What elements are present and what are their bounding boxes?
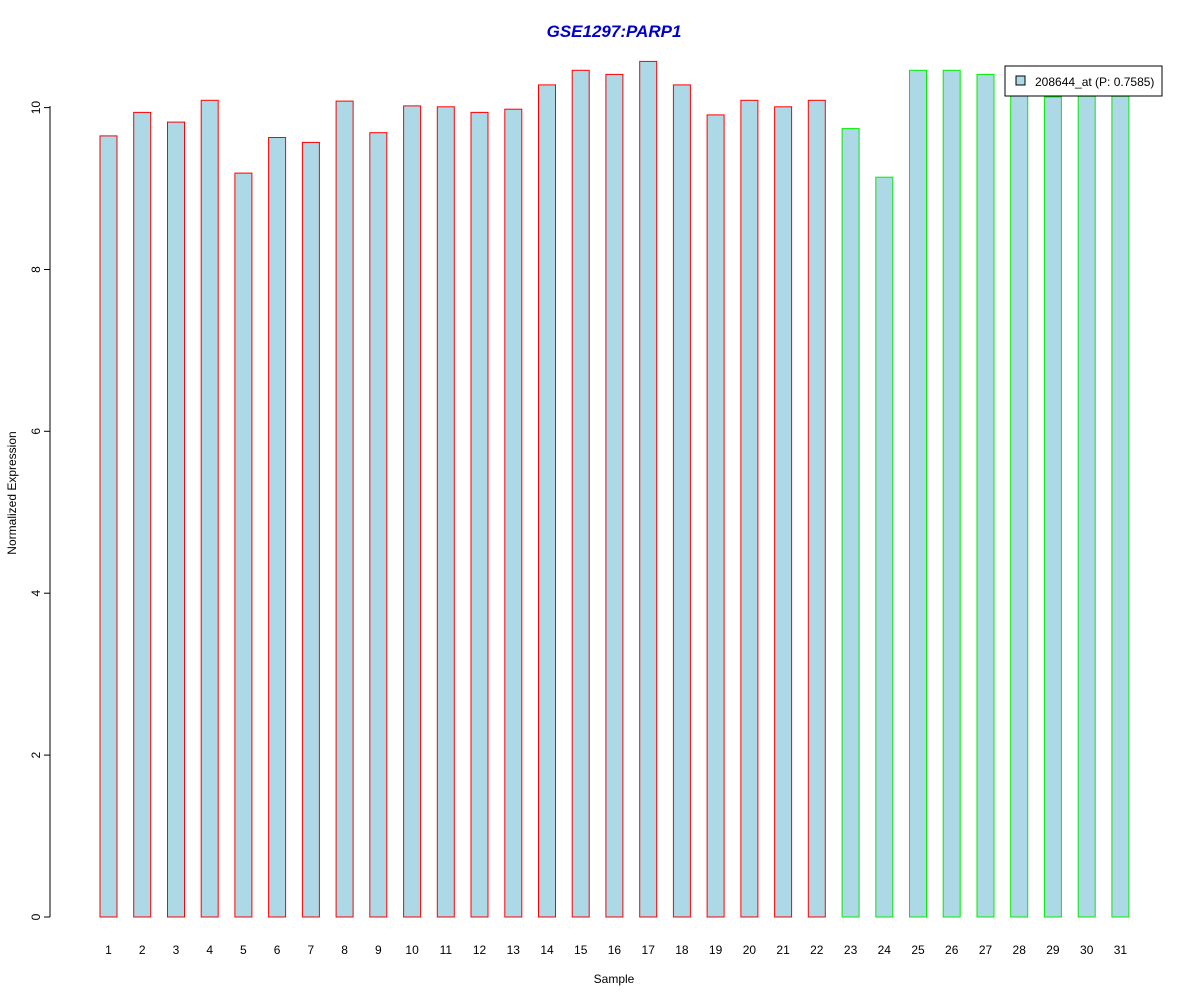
bar-sample-13 bbox=[504, 108, 523, 918]
x-tick-label: 5 bbox=[240, 943, 247, 957]
bar-sample-3 bbox=[167, 121, 185, 918]
bar-sample-19 bbox=[706, 114, 725, 918]
x-tick-label: 25 bbox=[911, 943, 925, 957]
x-tick-labels: 1 2 3 4 5 6 7 8 9 10 11 12 13 14 15 16 17 18 19 20 21 22 23 24 2… bbox=[105, 943, 1127, 957]
bar-sample-9 bbox=[369, 132, 388, 918]
bar-sample-17 bbox=[639, 60, 658, 918]
bar-sample-21 bbox=[774, 106, 793, 918]
x-tick-label: 7 bbox=[308, 943, 315, 957]
x-tick-label: 17 bbox=[642, 943, 656, 957]
bar-sample-27 bbox=[976, 73, 995, 918]
bar-sample-30 bbox=[1077, 95, 1096, 918]
bar-sample-10 bbox=[403, 105, 422, 918]
x-tick-label: 3 bbox=[173, 943, 180, 957]
x-tick-label: 8 bbox=[341, 943, 348, 957]
x-tick-label: 12 bbox=[473, 943, 487, 957]
bar-sample-25 bbox=[909, 69, 927, 918]
x-tick-label: 20 bbox=[743, 943, 757, 957]
bar-sample-12 bbox=[470, 111, 489, 918]
legend-box bbox=[1004, 65, 1163, 97]
x-tick-label: 9 bbox=[375, 943, 382, 957]
bar-sample-31 bbox=[1111, 95, 1130, 918]
x-tick-label: 27 bbox=[979, 943, 993, 957]
x-tick-label: 4 bbox=[206, 943, 213, 957]
bar-sample-6 bbox=[268, 137, 287, 918]
x-tick-label: 28 bbox=[1013, 943, 1027, 957]
bar-sample-16 bbox=[605, 73, 624, 918]
x-tick-label: 2 bbox=[139, 943, 146, 957]
x-tick-label: 15 bbox=[574, 943, 588, 957]
x-tick-label: 21 bbox=[776, 943, 790, 957]
bar-sample-22 bbox=[807, 99, 826, 918]
bar-sample-11 bbox=[436, 106, 455, 918]
x-tick-label: 11 bbox=[440, 943, 453, 957]
x-tick-label: 13 bbox=[507, 943, 521, 957]
x-tick-label: 14 bbox=[540, 943, 554, 957]
x-tick-label: 16 bbox=[608, 943, 622, 957]
x-axis-label: Sample bbox=[594, 972, 635, 986]
x-tick-label: 23 bbox=[844, 943, 858, 957]
bar-sample-28 bbox=[1010, 94, 1029, 918]
bar-sample-14 bbox=[538, 84, 556, 918]
bar-sample-5 bbox=[234, 172, 253, 918]
legend-swatch bbox=[1015, 75, 1026, 86]
bar-sample-26 bbox=[942, 69, 961, 918]
x-tick-label: 18 bbox=[675, 943, 689, 957]
x-tick-label: 19 bbox=[709, 943, 723, 957]
bar-sample-15 bbox=[571, 69, 590, 918]
bars-group bbox=[99, 60, 1130, 918]
bar-sample-23 bbox=[841, 128, 860, 918]
bar-sample-2 bbox=[133, 111, 152, 918]
y-axis-label: Normalized Expression bbox=[5, 431, 19, 554]
y-tick-label: 2 bbox=[29, 751, 43, 758]
legend: 208644_at (P: 0.7585) bbox=[1004, 65, 1163, 97]
x-tick-label: 29 bbox=[1046, 943, 1060, 957]
y-tick-label: 10 bbox=[29, 101, 43, 115]
legend-label: 208644_at (P: 0.7585) bbox=[1035, 75, 1154, 89]
y-tick-label: 4 bbox=[29, 590, 43, 597]
x-tick-label: 26 bbox=[945, 943, 959, 957]
bar-sample-1 bbox=[99, 135, 118, 918]
bar-sample-4 bbox=[200, 99, 219, 918]
y-tick-label: 6 bbox=[29, 428, 43, 435]
x-tick-label: 22 bbox=[810, 943, 824, 957]
x-tick-label: 31 bbox=[1114, 943, 1128, 957]
x-tick-label: 10 bbox=[405, 943, 419, 957]
x-tick-label: 1 bbox=[105, 943, 112, 957]
bar-sample-20 bbox=[740, 99, 759, 918]
y-tick-label: 0 bbox=[29, 913, 43, 920]
bar-sample-18 bbox=[672, 84, 691, 918]
y-tick-label: 8 bbox=[29, 266, 43, 273]
x-tick-label: 24 bbox=[878, 943, 892, 957]
y-axis: 0 2 4 6 8 10 bbox=[29, 101, 51, 920]
bar-sample-29 bbox=[1043, 96, 1062, 918]
chart-title: GSE1297:PARP1 bbox=[547, 22, 682, 41]
bar-sample-7 bbox=[301, 141, 320, 918]
bar-sample-24 bbox=[875, 176, 894, 918]
bar-sample-8 bbox=[335, 100, 354, 918]
x-tick-label: 6 bbox=[274, 943, 281, 957]
x-tick-label: 30 bbox=[1080, 943, 1094, 957]
